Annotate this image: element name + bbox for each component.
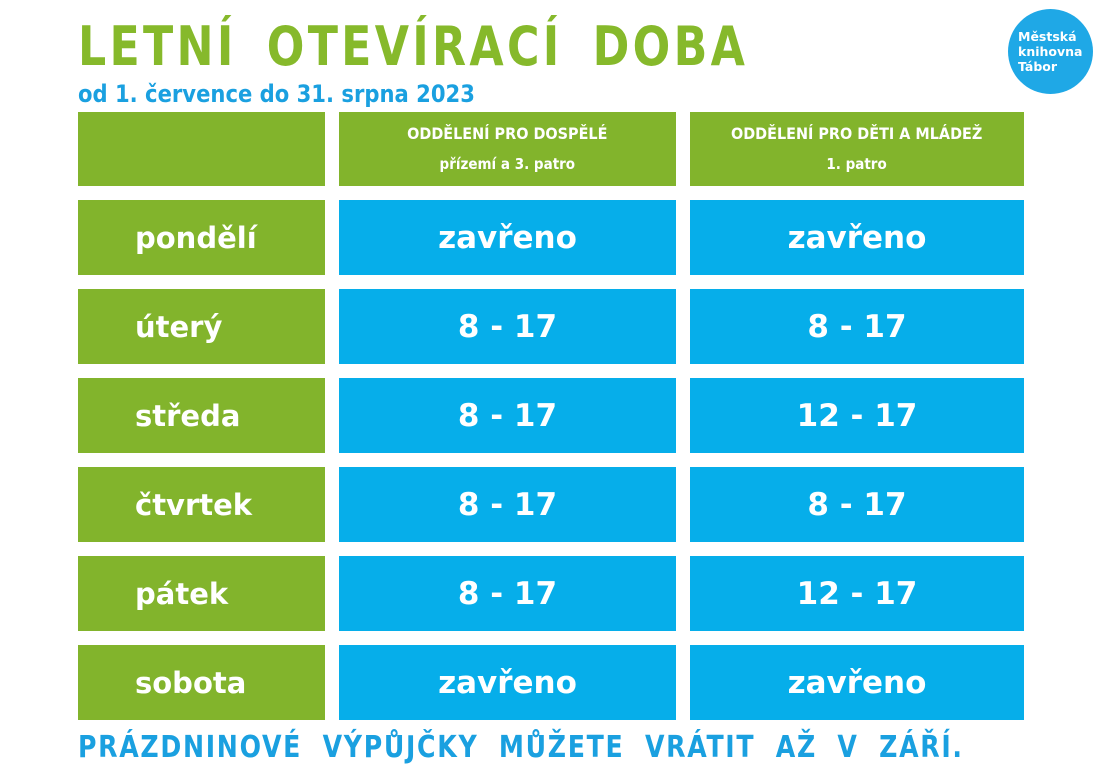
logo-line-1: Městská [1018,29,1077,44]
logo-line-3: Tábor [1018,59,1058,74]
hours-wednesday-children: 12 - 17 [690,378,1024,453]
column-header-children: ODDĚLENÍ PRO DĚTI A MLÁDEŽ 1. patro [690,112,1024,186]
hours-wednesday-adults: 8 - 17 [339,378,676,453]
day-label-saturday: sobota [78,645,325,720]
hours-tuesday-adults: 8 - 17 [339,289,676,364]
day-label-wednesday: středa [78,378,325,453]
hours-monday-children: zavřeno [690,200,1024,275]
column-header-children-name: ODDĚLENÍ PRO DĚTI A MLÁDEŽ [731,124,983,143]
hours-thursday-adults: 8 - 17 [339,467,676,542]
day-label-thursday: čtvrtek [78,467,325,542]
hours-monday-adults: zavřeno [339,200,676,275]
day-label-friday: pátek [78,556,325,631]
opening-hours-table: ODDĚLENÍ PRO DOSPĚLÉ přízemí a 3. patro … [78,112,1024,720]
hours-saturday-children: zavřeno [690,645,1024,720]
column-header-adults-name: ODDĚLENÍ PRO DOSPĚLÉ [407,124,608,143]
return-notice: PRÁZDNINOVÉ VÝPŮJČKY MŮŽETE VRÁTIT AŽ V … [78,730,964,765]
column-header-children-floor: 1. patro [826,155,888,173]
day-label-monday: pondělí [78,200,325,275]
table-corner-cell [78,112,325,186]
library-logo: Městská knihovna Tábor [1008,9,1093,94]
hours-friday-children: 12 - 17 [690,556,1024,631]
hours-tuesday-children: 8 - 17 [690,289,1024,364]
logo-line-2: knihovna [1018,44,1083,59]
hours-saturday-adults: zavřeno [339,645,676,720]
page-title: LETNÍ OTEVÍRACÍ DOBA [78,15,749,78]
column-header-adults-floor: přízemí a 3. patro [439,155,576,173]
hours-friday-adults: 8 - 17 [339,556,676,631]
day-label-tuesday: úterý [78,289,325,364]
column-header-adults: ODDĚLENÍ PRO DOSPĚLÉ přízemí a 3. patro [339,112,676,186]
hours-thursday-children: 8 - 17 [690,467,1024,542]
date-range-subtitle: od 1. července do 31. srpna 2023 [78,80,475,108]
